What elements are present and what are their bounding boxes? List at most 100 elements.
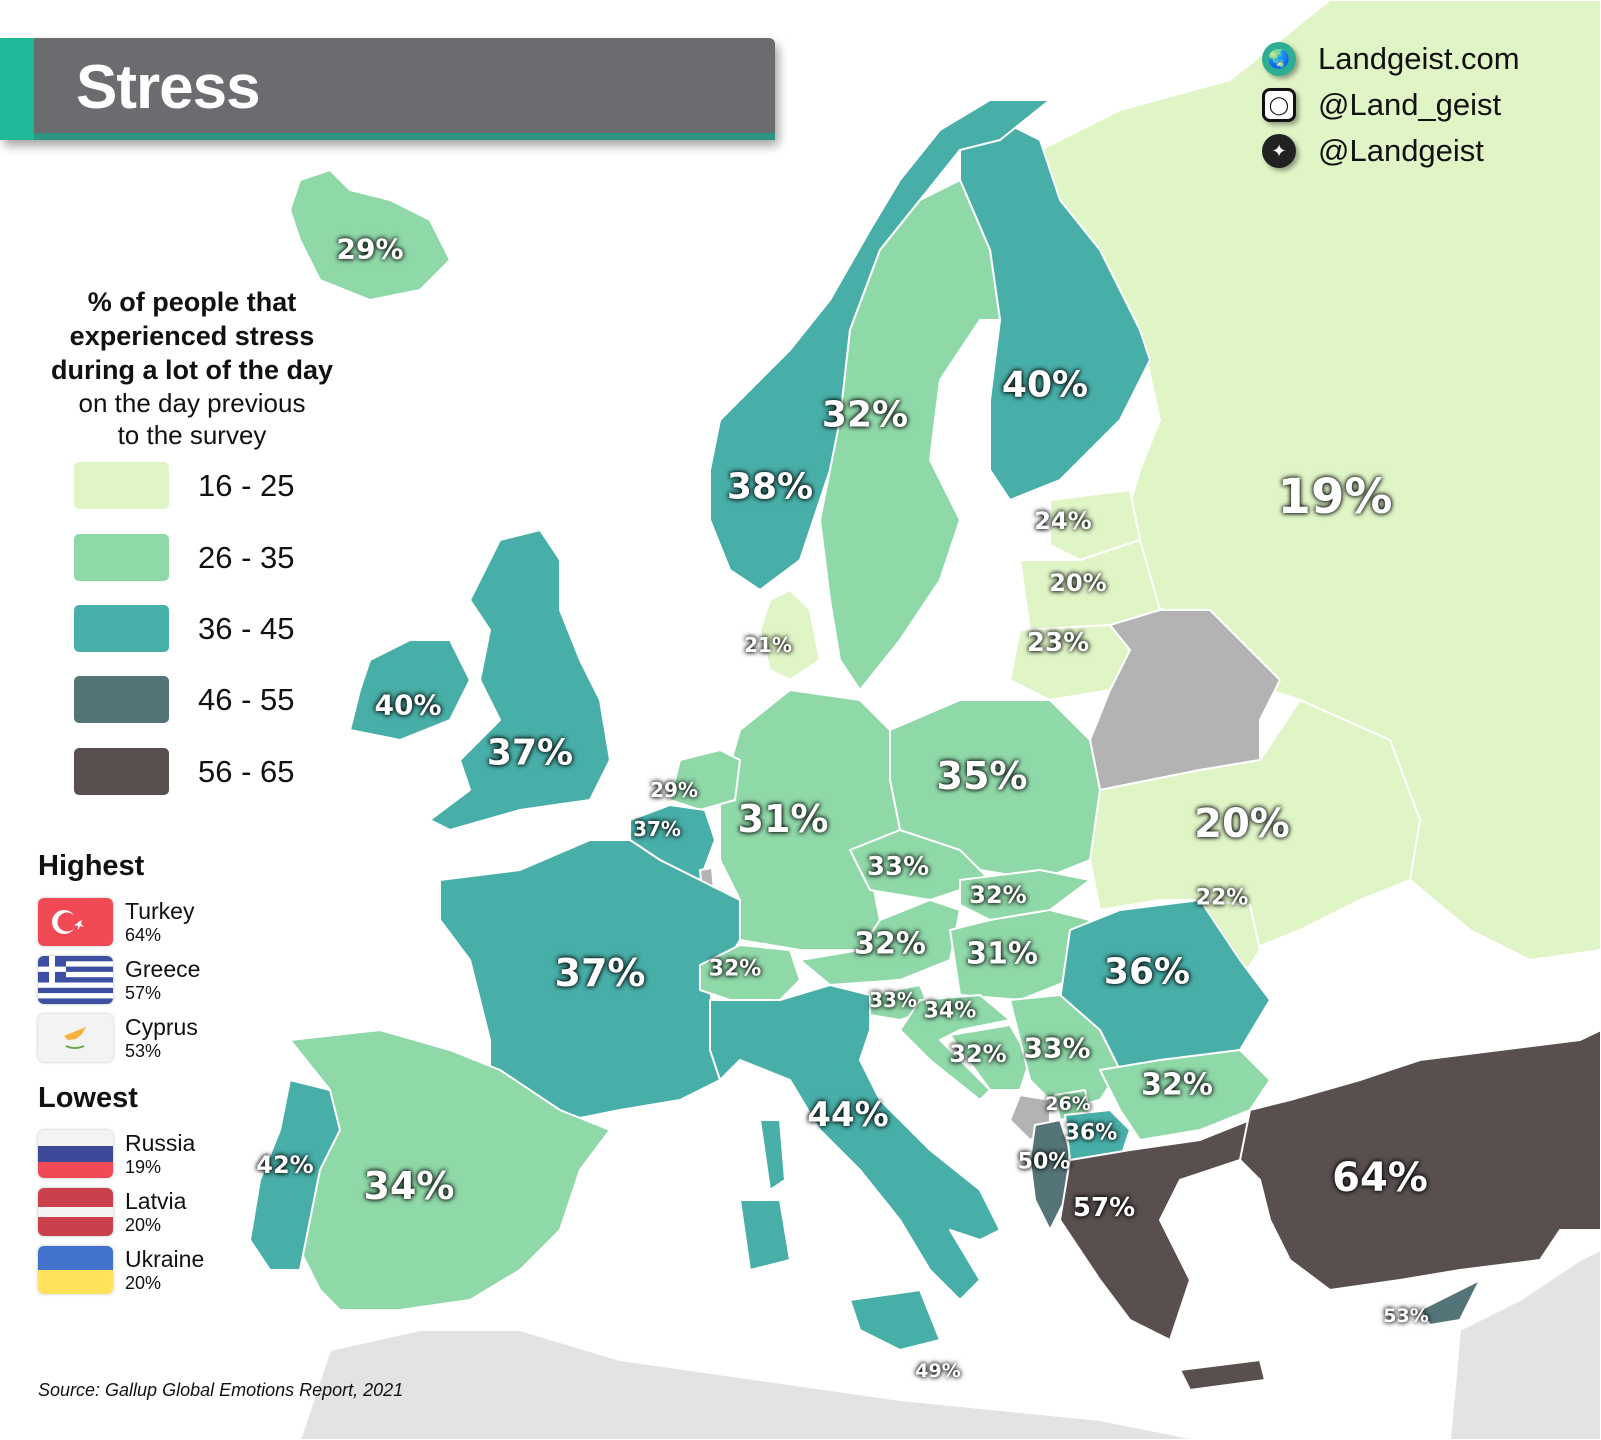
map-label-albania: 50% [1017, 1149, 1071, 1175]
map-label-germany: 31% [737, 797, 829, 841]
map-label-finland: 40% [1001, 364, 1089, 406]
legend-label: 26 - 35 [198, 540, 295, 575]
legend-title-line-3: during a lot of the day [51, 355, 333, 385]
country-ireland[interactable] [349, 639, 471, 741]
map-label-austria: 32% [854, 926, 926, 962]
country-denmark[interactable] [759, 589, 821, 681]
instagram-icon: ◯ [1262, 88, 1296, 122]
legend-label: 56 - 65 [198, 754, 295, 789]
map-label-latvia: 20% [1049, 569, 1107, 597]
map-label-switzerland: 32% [708, 956, 762, 982]
map-label-malta: 49% [915, 1360, 961, 1382]
map-label-bulgaria: 32% [1141, 1067, 1213, 1103]
highest-2-country: Greece [125, 956, 201, 982]
country-albania[interactable] [1029, 1119, 1071, 1231]
country-croatia[interactable] [899, 994, 1011, 1101]
map-label-ireland: 40% [374, 688, 442, 722]
latvia-flag-icon [38, 1188, 113, 1236]
country-ukraine[interactable] [1089, 699, 1421, 951]
map-label-russia: 19% [1277, 469, 1393, 525]
map-label-kosovo: 26% [1045, 1093, 1091, 1115]
map-label-estonia: 24% [1034, 507, 1092, 535]
country-switzerland[interactable] [699, 944, 801, 1001]
legend-label: 36 - 45 [198, 611, 295, 646]
page-title: Stress [76, 53, 261, 122]
highest-3-value: 53% [125, 1041, 162, 1061]
map-label-poland: 35% [936, 754, 1028, 798]
map-label-portugal: 42% [256, 1151, 314, 1179]
map-label-lithuania: 23% [1026, 628, 1090, 658]
map-label-norway: 38% [726, 466, 814, 508]
map-label-serbia: 33% [1023, 1031, 1091, 1065]
map-label-romania: 36% [1103, 951, 1191, 993]
map-label-czechia: 33% [866, 852, 930, 882]
country-turkey[interactable] [1239, 1029, 1601, 1291]
country-greece[interactable] [1059, 1119, 1266, 1391]
lowest-heading: Lowest [38, 1082, 138, 1114]
lowest-2-value: 20% [125, 1215, 162, 1235]
website-link[interactable]: Landgeist.com [1318, 41, 1520, 76]
highest-1-country: Turkey [125, 898, 195, 924]
title-underline [34, 133, 775, 140]
legend-label: 46 - 55 [198, 682, 295, 717]
country-north-macedonia[interactable] [1064, 1109, 1131, 1161]
brand-instagram[interactable]: ◯ @Land_geist [1262, 82, 1520, 128]
lowest-2-country: Latvia [125, 1188, 187, 1214]
legend-swatch-46-55 [74, 676, 169, 723]
legend-title-line-4: on the day previous [78, 388, 306, 418]
legend-title: % of people that experienced stress duri… [22, 285, 362, 451]
instagram-handle[interactable]: @Land_geist [1318, 87, 1502, 122]
country-netherlands[interactable] [669, 749, 741, 811]
map-label-slovakia: 32% [969, 881, 1027, 909]
map-label-slovenia: 33% [869, 988, 917, 1012]
legend-title-line-5: to the survey [117, 420, 267, 450]
title-accent [0, 38, 34, 140]
russia-flag-icon [38, 1130, 113, 1178]
cyprus-flag-icon [38, 1014, 113, 1062]
region-north-africa [299, 1329, 1201, 1440]
map-label-turkey: 64% [1332, 1155, 1428, 1201]
country-bosnia[interactable] [949, 1024, 1031, 1091]
ukraine-flag-icon [38, 1246, 113, 1294]
lowest-3-value: 20% [125, 1273, 162, 1293]
twitter-handle[interactable]: @Landgeist [1318, 133, 1484, 168]
map-label-denmark: 21% [744, 633, 792, 657]
country-cyprus[interactable] [1419, 1279, 1481, 1326]
map-label-moldova: 22% [1195, 885, 1249, 911]
country-iceland[interactable] [289, 169, 451, 301]
lowest-3-country: Ukraine [125, 1246, 205, 1272]
brand-twitter[interactable]: ✦ @Landgeist [1262, 128, 1520, 174]
country-italy[interactable] [709, 984, 1001, 1351]
country-portugal[interactable] [249, 1079, 341, 1271]
map-label-spain: 34% [363, 1164, 455, 1208]
brand-block: 🌏 Landgeist.com ◯ @Land_geist ✦ @Landgei… [1262, 36, 1520, 174]
globe-icon: 🌏 [1262, 42, 1296, 76]
region-middle-east [1449, 1249, 1601, 1440]
lowest-1-value: 19% [125, 1157, 162, 1177]
source-note: Source: Gallup Global Emotions Report, 2… [38, 1380, 404, 1400]
map-label-north-macedonia: 36% [1064, 1120, 1118, 1146]
map-label-bosnia-and-herzegovina: 32% [949, 1040, 1007, 1068]
map-label-sweden: 32% [821, 394, 909, 436]
highest-heading: Highest [38, 850, 145, 882]
highest-3-country: Cyprus [125, 1014, 198, 1040]
legend-title-line-2: experienced stress [69, 321, 315, 351]
legend-label: 16 - 25 [198, 468, 295, 503]
brand-website[interactable]: 🌏 Landgeist.com [1262, 36, 1520, 82]
map-label-netherlands: 29% [650, 778, 698, 802]
map-label-italy: 44% [807, 1095, 889, 1135]
country-united-kingdom[interactable] [429, 529, 611, 831]
greece-flag-icon [38, 956, 113, 1004]
map-label-france: 37% [554, 951, 646, 995]
country-serbia[interactable] [1009, 994, 1121, 1111]
country-austria[interactable] [799, 899, 961, 986]
map-label-belgium: 37% [633, 817, 681, 841]
legend-swatch-36-45 [74, 605, 169, 652]
country-sweden[interactable] [819, 179, 1001, 691]
highest-2-value: 57% [125, 983, 162, 1003]
map-label-united-kingdom: 37% [486, 732, 574, 774]
legend-swatch-16-25 [74, 462, 169, 509]
map-label-ukraine: 20% [1194, 801, 1290, 847]
legend-swatch-26-35 [74, 534, 169, 581]
map-label-croatia: 34% [923, 998, 977, 1024]
